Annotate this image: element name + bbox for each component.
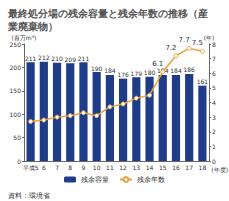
svg-text:7: 7	[55, 164, 59, 171]
svg-text:(百万m³): (百万m³)	[12, 34, 37, 41]
svg-text:176: 176	[117, 71, 129, 78]
svg-text:11: 11	[106, 164, 114, 171]
svg-text:7.7: 7.7	[179, 36, 190, 44]
svg-text:190: 190	[91, 65, 103, 72]
svg-text:150: 150	[10, 87, 22, 94]
svg-text:業廃棄物）: 業廃棄物）	[7, 21, 58, 32]
svg-text:資料：環境省: 資料：環境省	[8, 192, 50, 200]
svg-text:211: 211	[78, 55, 90, 62]
svg-text:2: 2	[212, 128, 216, 135]
svg-text:4: 4	[212, 99, 216, 106]
svg-text:7.5: 7.5	[192, 39, 203, 47]
svg-text:50: 50	[13, 134, 21, 141]
svg-text:6: 6	[212, 70, 216, 77]
svg-text:6.1: 6.1	[152, 60, 163, 68]
svg-text:161: 161	[197, 78, 209, 85]
svg-text:8: 8	[212, 41, 216, 48]
svg-text:15: 15	[159, 164, 167, 171]
svg-text:7: 7	[212, 55, 216, 62]
svg-text:211: 211	[25, 55, 37, 62]
svg-text:0: 0	[17, 158, 21, 165]
svg-text:(年度): (年度)	[211, 166, 228, 173]
svg-text:186: 186	[183, 66, 195, 73]
svg-text:12: 12	[119, 164, 127, 171]
svg-text:8: 8	[68, 164, 72, 171]
svg-text:210: 210	[51, 55, 63, 62]
svg-text:0: 0	[212, 158, 216, 165]
svg-text:16: 16	[172, 164, 180, 171]
svg-text:212: 212	[38, 54, 50, 61]
svg-text:残余年数: 残余年数	[137, 176, 165, 184]
svg-text:13: 13	[133, 164, 141, 171]
svg-text:10: 10	[93, 164, 101, 171]
svg-text:184: 184	[104, 67, 116, 74]
svg-text:180: 180	[144, 69, 156, 76]
svg-text:100: 100	[10, 111, 22, 118]
svg-text:7.2: 7.2	[165, 44, 176, 52]
svg-text:250: 250	[10, 41, 22, 48]
svg-text:9: 9	[82, 164, 86, 171]
svg-text:3: 3	[212, 114, 216, 121]
svg-text:184: 184	[170, 67, 182, 74]
svg-text:18: 18	[199, 164, 207, 171]
svg-text:平成5: 平成5	[23, 164, 39, 171]
svg-text:最終処分場の残余容量と残余年数の推移（産: 最終処分場の残余容量と残余年数の推移（産	[7, 8, 208, 19]
svg-text:14: 14	[146, 164, 154, 171]
svg-text:17: 17	[185, 164, 193, 171]
svg-text:209: 209	[65, 56, 77, 63]
svg-text:200: 200	[10, 64, 22, 71]
svg-text:残余容量: 残余容量	[81, 176, 109, 184]
svg-text:184: 184	[157, 67, 169, 74]
svg-text:179: 179	[131, 70, 143, 77]
svg-text:(年): (年)	[204, 34, 215, 41]
svg-text:1: 1	[212, 143, 216, 150]
svg-text:6: 6	[42, 164, 46, 171]
svg-text:5: 5	[212, 84, 216, 91]
